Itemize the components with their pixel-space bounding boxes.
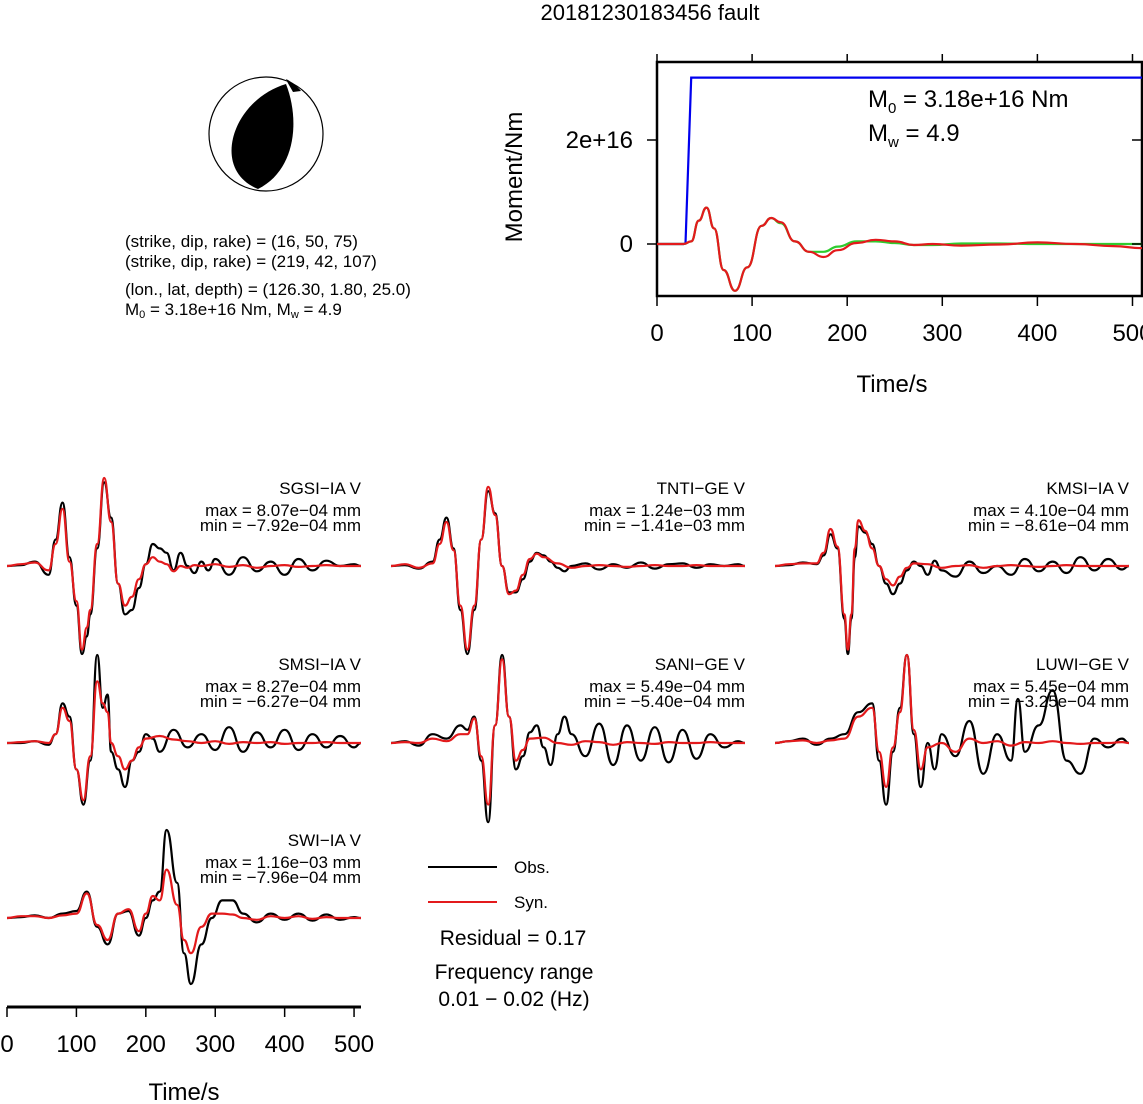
station-min: min = −3.25e−04 mm [968,692,1129,711]
observed-trace [774,525,1130,656]
moment-xtick-label: 0 [650,320,663,347]
moment-xtick-label: 300 [922,320,962,347]
station-name: SMSI−IA V [278,655,361,674]
figure-title: 20181230183456 fault [541,0,760,25]
beachball-compressional-quadrant [231,84,294,189]
waveform-xtick-label: 0 [0,1031,13,1058]
synthetic-trace [390,658,745,806]
frequency-range: 0.01 − 0.02 (Hz) [438,988,589,1011]
plane2-text: (strike, dip, rake) = (219, 42, 107) [125,252,377,271]
waveform-xtick-label: 300 [195,1031,235,1058]
moment-m0-annotation: M0 = 3.18e+16 Nm [868,86,1068,117]
waveform-xlabel: Time/s [148,1079,219,1104]
station-name: SANI−GE V [655,655,746,674]
legend-obs-label: Obs. [514,858,550,877]
moment-ytick-label: 2e+16 [566,127,633,154]
moment-ytick-label: 0 [620,231,633,258]
observed-trace [774,653,1130,806]
waveform-xtick-label: 200 [126,1031,166,1058]
waveform-legend: Obs. Syn. Residual = 0.17 Frequency rang… [428,858,593,1011]
moment-xlabel: Time/s [856,371,927,398]
station-name: TNTI−GE V [657,479,746,498]
station-name: LUWI−GE V [1036,655,1130,674]
beachball-compressional-sliver [286,79,301,92]
station-max: max = 5.45e−04 mm [973,677,1129,696]
synthetic-trace [390,485,745,651]
station-min: min = −5.40e−04 mm [584,692,745,711]
moment-xtick-label: 100 [732,320,772,347]
plane1-text: (strike, dip, rake) = (16, 50, 75) [125,232,358,251]
moment-ylabel: Moment/Nm [501,112,528,243]
station-max: max = 1.16e−03 mm [205,853,361,872]
legend-syn-label: Syn. [514,893,548,912]
moment-xtick-label: 400 [1017,320,1057,347]
moment-panel-frame [655,60,1143,298]
station-max: max = 5.49e−04 mm [589,677,745,696]
station-max: max = 4.10e−04 mm [973,501,1129,520]
station-min: min = −1.41e−03 mm [584,516,745,535]
beachball-icon [208,76,324,192]
moment-series-line-3 [657,206,1143,292]
waveform-xtick-label: 500 [334,1031,374,1058]
observed-trace [7,653,362,806]
moment-xtick-label: 500 [1112,320,1143,347]
station-min: min = −6.27e−04 mm [200,692,361,711]
focal-info: (strike, dip, rake) = (16, 50, 75) (stri… [125,232,411,325]
station-name: SGSI−IA V [279,479,361,498]
synthetic-trace [6,476,361,651]
moment-xtick-label: 200 [827,320,867,347]
residual-label: Residual = 0.17 [440,927,587,950]
station-max: max = 1.24e−03 mm [589,501,745,520]
station-min: min = −7.92e−04 mm [200,516,361,535]
synthetic-trace [6,680,361,802]
waveform-xtick-label: 400 [265,1031,305,1058]
frequency-title: Frequency range [435,961,594,984]
station-name: KMSI−IA V [1046,479,1129,498]
synthetic-trace [774,653,1130,789]
station-max: max = 8.27e−04 mm [205,677,361,696]
waveform-x-axis: Time/s 0 100 200 300 400 500 [0,1005,374,1104]
station-name: SWI−IA V [288,831,362,850]
synthetic-trace [6,868,361,955]
magnitude-text: M0 = 3.18e+16 Nm, Mw = 4.9 [125,300,342,321]
station-min: min = −8.61e−04 mm [968,516,1129,535]
observed-trace [390,653,746,824]
station-min: min = −7.96e−04 mm [200,868,361,887]
waveform-xtick-label: 100 [56,1031,96,1058]
moment-panel: 010020030040050002e+16 Moment/Nm Time/s … [501,54,1143,398]
moment-mw-annotation: Mw = 4.9 [868,120,960,151]
station-max: max = 8.07e−04 mm [205,501,361,520]
synthetic-trace [774,519,1129,651]
location-text: (lon., lat, depth) = (126.30, 1.80, 25.0… [125,280,411,299]
